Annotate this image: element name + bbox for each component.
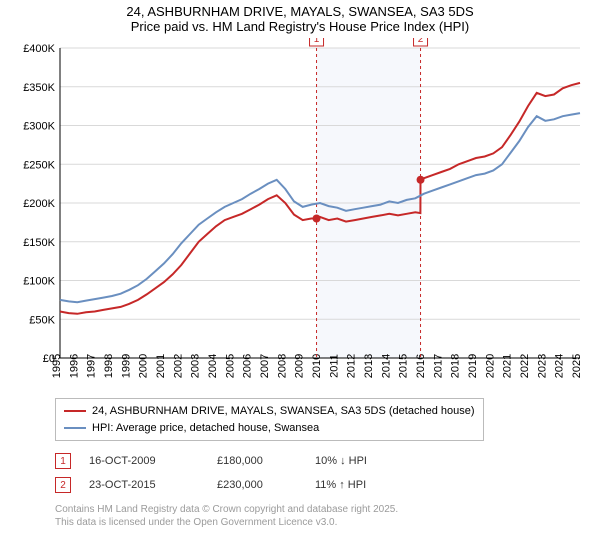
x-tick-label: 2021 (502, 354, 514, 378)
y-tick-label: £200K (23, 198, 55, 210)
x-tick-label: 1997 (86, 354, 98, 378)
sale-date: 23-OCT-2015 (89, 479, 199, 491)
x-tick-label: 1996 (68, 354, 80, 378)
legend-label: 24, ASHBURNHAM DRIVE, MAYALS, SWANSEA, S… (92, 403, 475, 420)
title-subtitle: Price paid vs. HM Land Registry's House … (10, 19, 590, 34)
x-tick-label: 2007 (259, 354, 271, 378)
x-tick-label: 2003 (190, 354, 202, 378)
y-tick-label: £350K (23, 82, 55, 94)
x-tick-label: 2002 (172, 354, 184, 378)
legend-box: 24, ASHBURNHAM DRIVE, MAYALS, SWANSEA, S… (55, 398, 484, 441)
x-tick-label: 2023 (536, 354, 548, 378)
legend-row: HPI: Average price, detached house, Swan… (64, 420, 475, 437)
legend-swatch (64, 427, 86, 429)
sale-date: 16-OCT-2009 (89, 455, 199, 467)
y-tick-label: £400K (23, 43, 55, 55)
y-tick-label: £50K (29, 314, 55, 326)
x-tick-label: 2017 (432, 354, 444, 378)
title-address: 24, ASHBURNHAM DRIVE, MAYALS, SWANSEA, S… (10, 4, 590, 19)
title-block: 24, ASHBURNHAM DRIVE, MAYALS, SWANSEA, S… (0, 0, 600, 36)
sales-list: 1 16-OCT-2009 £180,000 10% ↓ HPI 2 23-OCT-201… (55, 449, 580, 497)
x-tick-label: 2009 (294, 354, 306, 378)
price-chart-svg: £0£50K£100K£150K£200K£250K£300K£350K£400… (10, 38, 590, 398)
sale-delta: 10% ↓ HPI (315, 455, 425, 467)
sale-number-badge: 2 (55, 477, 71, 493)
x-tick-label: 2014 (380, 354, 392, 378)
sale-row: 2 23-OCT-2015 £230,000 11% ↑ HPI (55, 473, 580, 497)
sale-price: £230,000 (217, 479, 297, 491)
y-tick-label: £100K (23, 276, 55, 288)
sale-number-badge: 1 (55, 453, 71, 469)
x-tick-label: 2006 (242, 354, 254, 378)
x-tick-label: 2004 (207, 354, 219, 378)
attribution-block: Contains HM Land Registry data © Crown c… (55, 503, 580, 529)
x-tick-label: 1999 (120, 354, 132, 378)
y-tick-label: £300K (23, 121, 55, 133)
legend-label: HPI: Average price, detached house, Swan… (92, 420, 319, 437)
x-tick-label: 2018 (450, 354, 462, 378)
x-tick-label: 2001 (155, 354, 167, 378)
page-root: 24, ASHBURNHAM DRIVE, MAYALS, SWANSEA, S… (0, 0, 600, 560)
chart-area: £0£50K£100K£150K£200K£250K£300K£350K£400… (10, 38, 590, 398)
sale-marker-number: 2 (418, 38, 424, 45)
x-tick-label: 2024 (554, 354, 566, 378)
attribution-line1: Contains HM Land Registry data © Crown c… (55, 503, 580, 516)
legend-swatch (64, 410, 86, 412)
x-tick-label: 2000 (138, 354, 150, 378)
sale-delta: 11% ↑ HPI (315, 479, 425, 491)
x-tick-label: 2010 (311, 354, 323, 378)
x-tick-label: 2005 (224, 354, 236, 378)
y-tick-label: £250K (23, 159, 55, 171)
x-tick-label: 2016 (415, 354, 427, 378)
x-tick-label: 2008 (276, 354, 288, 378)
y-tick-label: £150K (23, 237, 55, 249)
legend-footer: 24, ASHBURNHAM DRIVE, MAYALS, SWANSEA, S… (20, 398, 580, 529)
x-tick-label: 2019 (467, 354, 479, 378)
x-tick-label: 2012 (346, 354, 358, 378)
attribution-line2: This data is licensed under the Open Gov… (55, 516, 580, 529)
x-tick-label: 2013 (363, 354, 375, 378)
legend-row: 24, ASHBURNHAM DRIVE, MAYALS, SWANSEA, S… (64, 403, 475, 420)
x-tick-label: 2022 (519, 354, 531, 378)
x-tick-label: 2020 (484, 354, 496, 378)
sale-price: £180,000 (217, 455, 297, 467)
x-tick-label: 1998 (103, 354, 115, 378)
x-tick-label: 2015 (398, 354, 410, 378)
sale-row: 1 16-OCT-2009 £180,000 10% ↓ HPI (55, 449, 580, 473)
sale-marker-number: 1 (314, 38, 320, 45)
x-tick-label: 1995 (51, 354, 63, 378)
x-tick-label: 2025 (571, 354, 583, 378)
